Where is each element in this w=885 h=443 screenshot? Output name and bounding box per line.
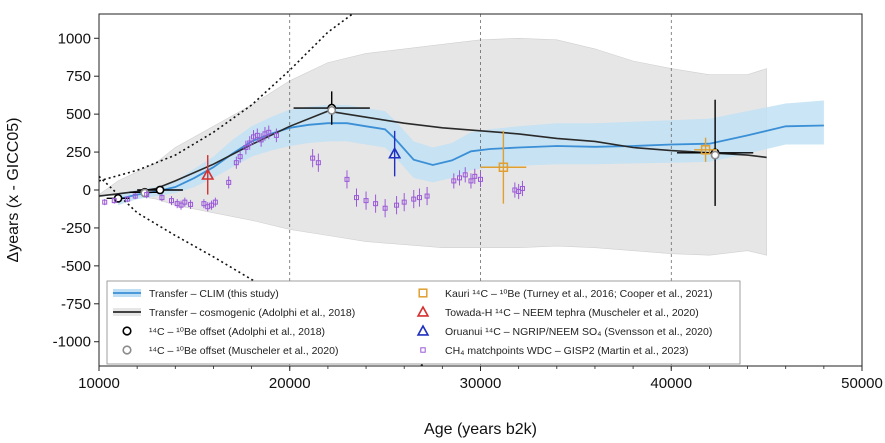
legend-entry: Transfer – cosmogenic (Adolphi et al., 2…: [113, 307, 355, 319]
y-tick-label: 500: [66, 106, 91, 123]
grid-lines: [289, 14, 672, 366]
square-purple-marker: [424, 193, 430, 199]
square-purple-marker: [254, 132, 260, 138]
y-tick-label: 250: [66, 144, 91, 161]
square-purple-marker: [237, 154, 243, 160]
square-purple-marker: [373, 201, 379, 207]
square-purple-marker: [411, 196, 417, 202]
square-purple-marker: [472, 173, 478, 179]
legend-entry: ¹⁴C – ¹⁰Be offset (Muscheler et al., 202…: [122, 345, 338, 357]
square-purple-marker: [188, 201, 194, 207]
square-purple-marker: [354, 195, 360, 201]
square-purple-marker: [233, 160, 239, 166]
square-purple-marker: [462, 172, 468, 178]
axis-ticks: 10000 20000 30000 40000 50000 1000 750 500 250 0 -…: [53, 30, 883, 392]
square-purple-marker: [212, 199, 218, 205]
y-tick-label: 1000: [58, 30, 91, 47]
x-tick-label: 20000: [269, 375, 311, 392]
square-purple-marker: [247, 140, 253, 146]
transfer-lines: [99, 14, 824, 366]
legend-entry: Transfer – CLIM (this study): [113, 288, 279, 300]
circle-gray-legend-marker: [122, 345, 132, 355]
legend-label: ¹⁴C – ¹⁰Be offset (Muscheler et al., 202…: [149, 345, 338, 357]
triangle-blue-marker: [388, 146, 402, 159]
legend-entry: Kauri ¹⁴C – ¹⁰Be (Turney et al., 2016; C…: [418, 288, 712, 300]
square-purple-marker: [168, 198, 174, 204]
square-purple-marker: [266, 129, 272, 135]
square-purple-marker: [310, 155, 316, 161]
square-purple-marker: [344, 176, 350, 182]
square-purple-marker: [125, 196, 131, 202]
clim-transfer-line: [117, 122, 824, 200]
circle-gray-marker: [327, 105, 337, 115]
triangle-blue-legend-marker: [416, 324, 430, 336]
circle-gray-marker: [710, 150, 720, 160]
y-tick-label: -500: [61, 258, 91, 275]
square-purple-marker: [315, 160, 321, 166]
circle-black-legend-marker: [122, 326, 132, 336]
square-purple-marker: [209, 202, 215, 208]
legend-entry: Oruanui ¹⁴C – NGRIP/NEEM SO₄ (Svensson e…: [416, 324, 712, 338]
cosmogenic-lower-bound-line: [99, 175, 424, 366]
triangle-red-marker: [201, 167, 215, 180]
square-purple-marker: [132, 193, 138, 199]
square-purple-marker: [201, 201, 207, 207]
square-purple-marker: [416, 195, 422, 201]
x-tick-label: 10000: [78, 375, 120, 392]
legend-label: Kauri ¹⁴C – ¹⁰Be (Turney et al., 2016; C…: [445, 288, 712, 300]
square-purple-marker: [363, 198, 369, 204]
x-tick-label: 30000: [460, 375, 502, 392]
cosmogenic-upper-bound-line: [99, 14, 354, 182]
y-tick-label: -750: [61, 296, 91, 313]
square-purple-marker: [111, 198, 117, 204]
legend-label: ¹⁴C – ¹⁰Be offset (Adolphi et al., 2018): [149, 326, 325, 338]
square-purple-marker: [516, 189, 522, 195]
square-purple-legend-marker: [420, 347, 426, 353]
cosmogenic-uncertainty-band: [99, 37, 767, 256]
square-purple-marker: [468, 178, 474, 184]
legend-entry: ¹⁴C – ¹⁰Be offset (Adolphi et al., 2018): [122, 326, 325, 338]
y-axis-title: Δyears (x - GICC05): [5, 118, 22, 263]
square-purple-marker: [394, 202, 400, 208]
square-purple-marker: [144, 192, 150, 198]
square-orange-marker: [498, 162, 509, 172]
square-purple-marker: [273, 132, 279, 138]
legend: Transfer – CLIM (this study) Transfer – c…: [106, 280, 741, 365]
y-tick-label: -250: [61, 220, 91, 237]
y-tick-label: -1000: [53, 334, 91, 351]
square-purple-marker: [457, 175, 463, 181]
square-purple-marker: [243, 145, 249, 151]
square-orange-legend-marker: [418, 288, 428, 298]
square-purple-marker: [382, 205, 388, 211]
square-purple-marker: [401, 199, 407, 205]
circle-black-marker: [155, 185, 165, 195]
legend-entry: CH₄ matchpoints WDC – GISP2 (Martin et a…: [420, 345, 689, 357]
legend-label: Oruanui ¹⁴C – NGRIP/NEEM SO₄ (Svensson e…: [445, 326, 712, 338]
data-points: [102, 91, 754, 218]
legend-label: Transfer – CLIM (this study): [149, 288, 279, 300]
square-purple-marker: [182, 199, 188, 205]
legend-entry: Towada-H ¹⁴C – NEEM tephra (Muscheler et…: [416, 305, 699, 319]
square-purple-marker: [258, 137, 264, 143]
x-axis-title: Age (years b2k): [424, 421, 537, 438]
legend-label: Transfer – cosmogenic (Adolphi et al., 2…: [149, 307, 355, 319]
square-purple-marker: [159, 195, 165, 201]
square-purple-marker: [478, 176, 483, 182]
x-tick-label: 40000: [650, 375, 692, 392]
x-tick-label: 50000: [841, 375, 883, 392]
square-orange-marker: [700, 145, 711, 155]
legend-label: Towada-H ¹⁴C – NEEM tephra (Muscheler et…: [445, 307, 699, 319]
square-purple-marker: [226, 179, 232, 185]
legend-label: CH₄ matchpoints WDC – GISP2 (Martin et a…: [445, 345, 689, 357]
y-tick-label: 0: [83, 182, 91, 199]
legend-box: [106, 280, 741, 365]
square-purple-marker: [451, 178, 457, 184]
y-tick-label: 750: [66, 68, 91, 85]
triangle-red-legend-marker: [416, 305, 430, 317]
square-purple-marker: [178, 202, 184, 208]
square-purple-marker: [102, 199, 108, 205]
cosmogenic-transfer-line: [99, 110, 767, 197]
square-purple-marker: [519, 185, 525, 191]
